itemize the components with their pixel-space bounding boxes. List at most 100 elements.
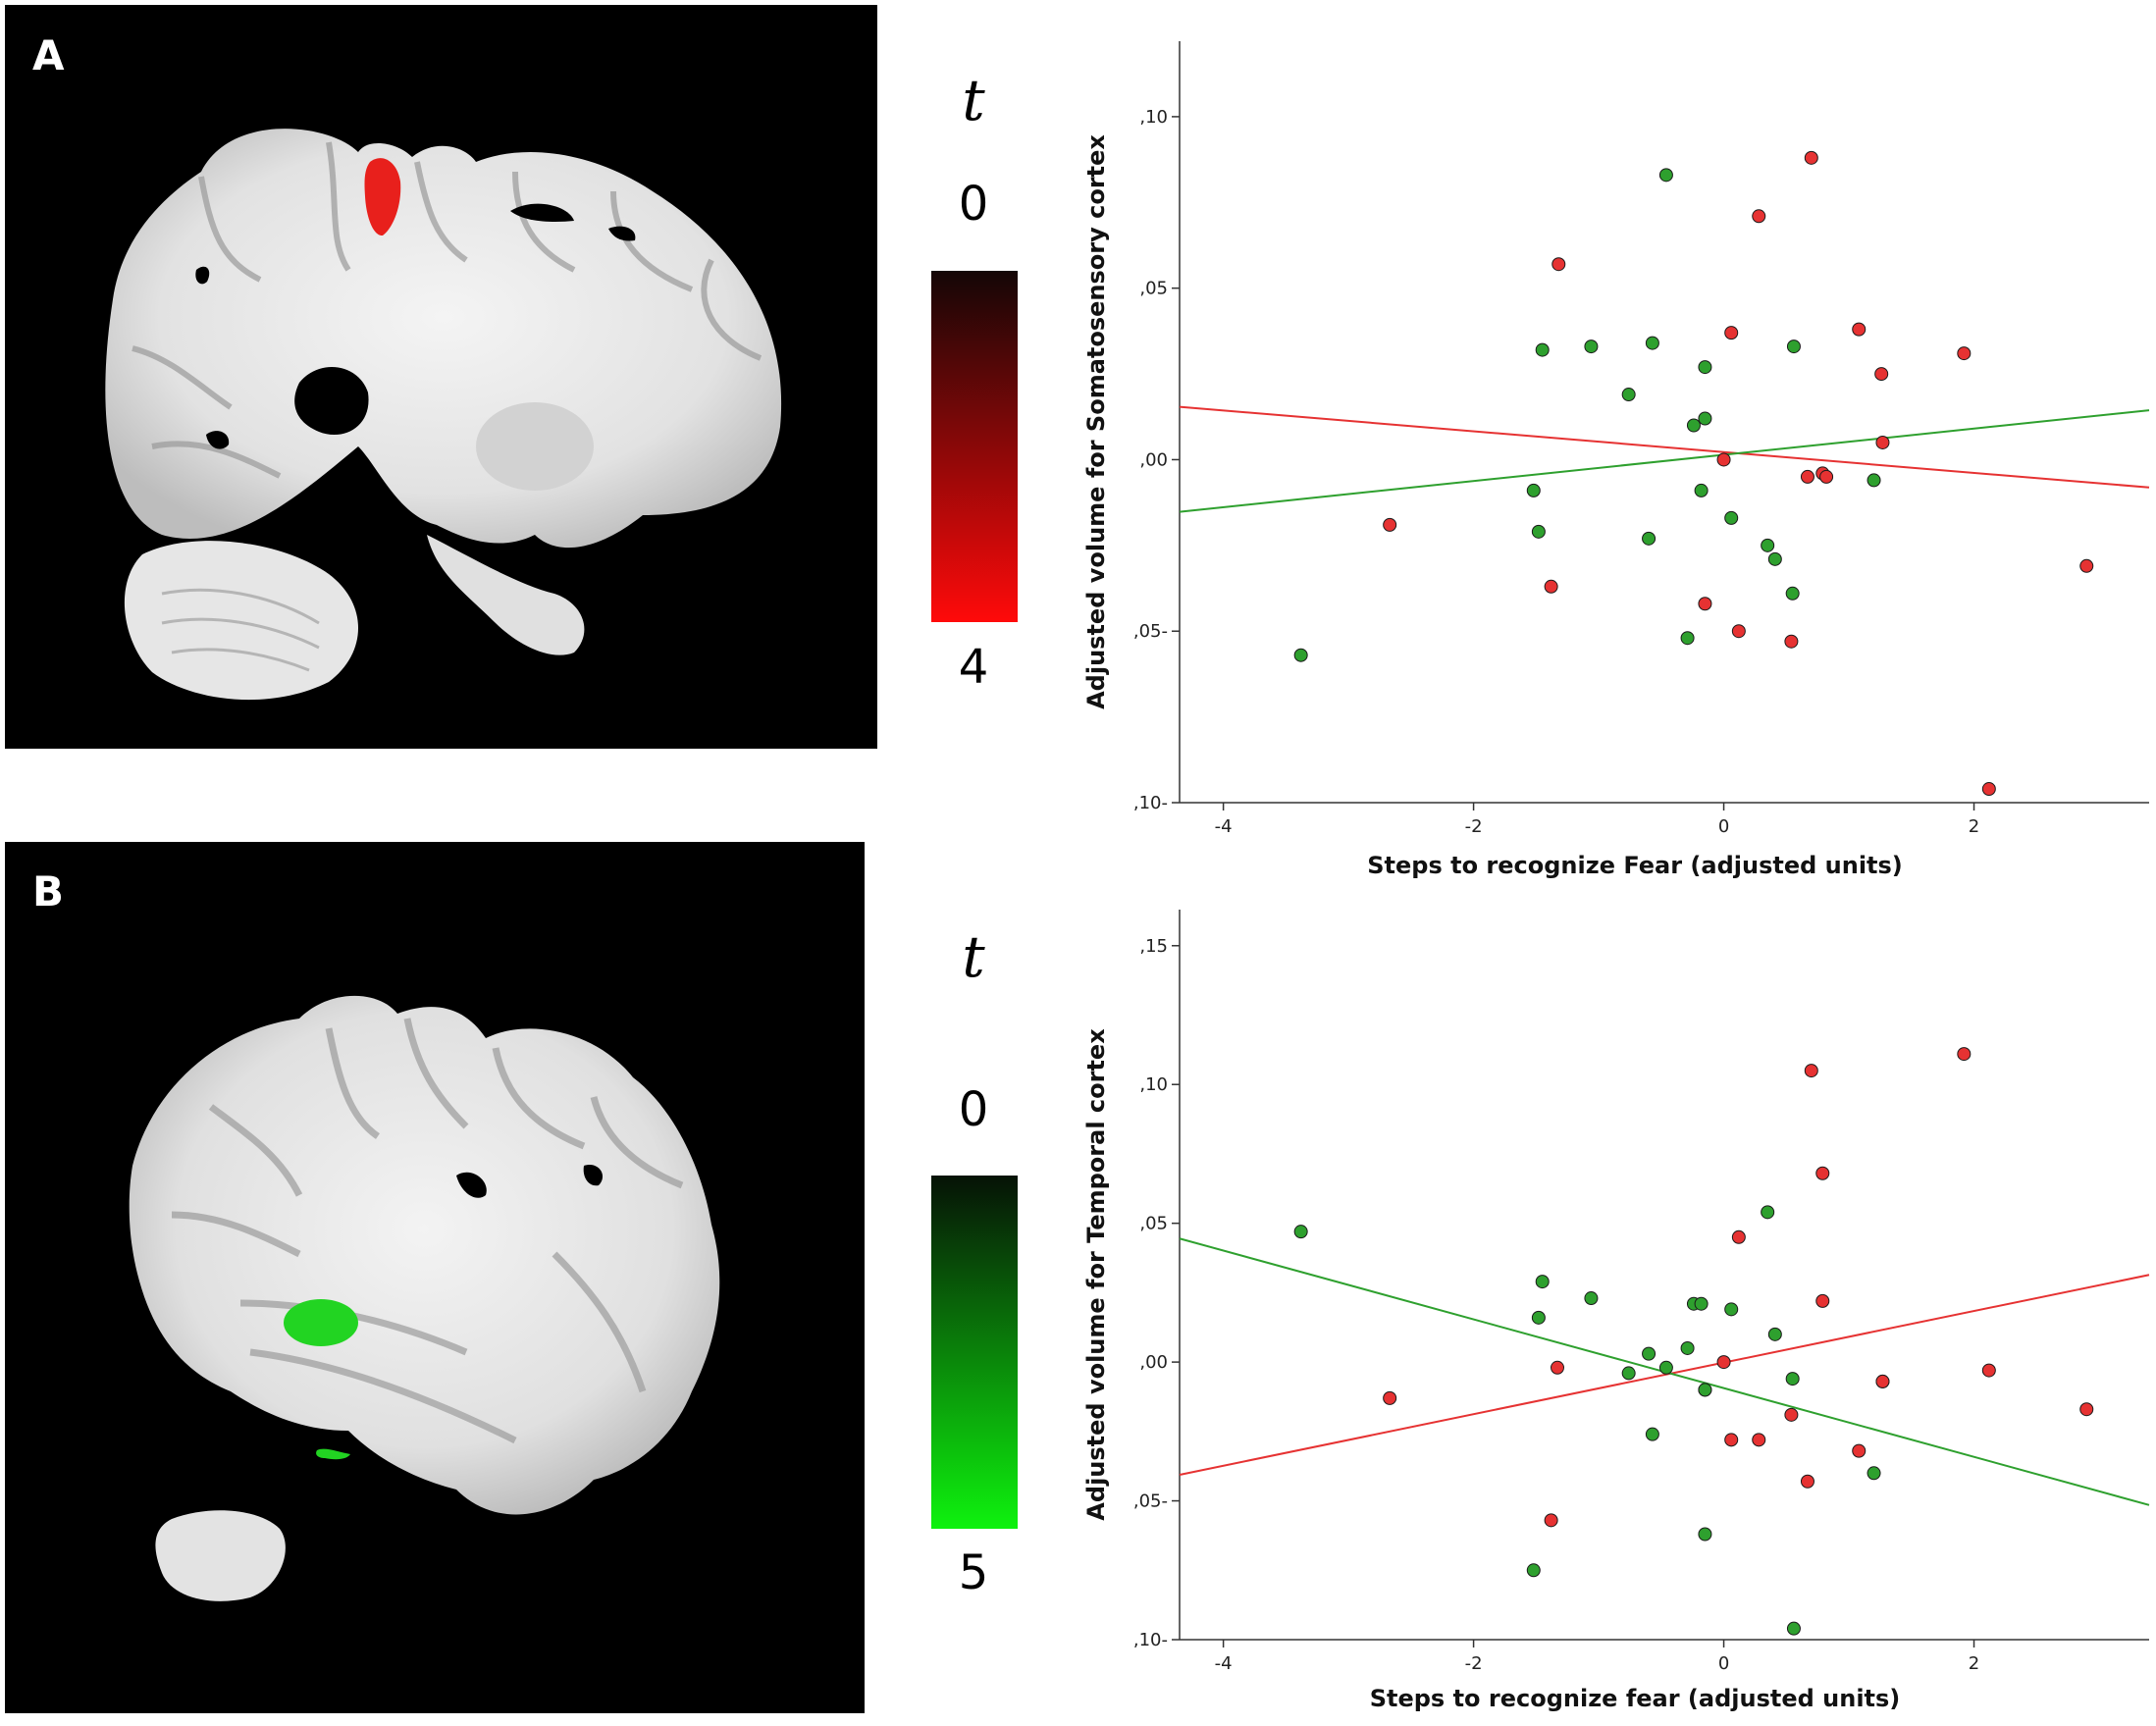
x-tick-label: 2 <box>1969 1653 1979 1674</box>
x-tick-label: -2 <box>1465 1653 1483 1674</box>
data-point-series-1 <box>1785 1372 1800 1386</box>
data-point-series-0 <box>1800 469 1814 484</box>
data-point-series-0 <box>1804 150 1818 165</box>
data-point-series-1 <box>1584 340 1599 354</box>
y-axis-title: Adjusted volume for Temporal cortex <box>1082 1028 1110 1521</box>
data-point-series-0 <box>1724 326 1739 340</box>
cerebellum-shape-b <box>155 1510 286 1601</box>
data-point-series-0 <box>1724 1433 1739 1447</box>
data-point-series-0 <box>1752 209 1766 224</box>
colorbar-a-top-label: 0 <box>958 177 989 232</box>
data-point-series-1 <box>1761 538 1775 552</box>
data-point-series-1 <box>1535 1275 1550 1289</box>
data-point-series-1 <box>1621 1366 1636 1381</box>
data-point-series-0 <box>1731 1229 1746 1244</box>
cerebrum-shape-b <box>129 995 720 1515</box>
data-point-series-0 <box>1544 1513 1558 1528</box>
data-point-series-1 <box>1526 1563 1541 1578</box>
data-point-series-1 <box>1621 388 1636 402</box>
data-point-series-0 <box>1731 624 1746 639</box>
y-tick-label: ,15 <box>1139 936 1168 957</box>
data-point-series-1 <box>1531 1310 1546 1325</box>
data-point-series-1 <box>1767 551 1782 566</box>
scatter-plot-somatosensory: ,10- ,05- ,00 ,05 ,10 -4 -2 0 2 Steps to recogniz… <box>1082 41 2150 879</box>
y-tick-label: ,10- <box>1133 1630 1168 1650</box>
data-point-series-1 <box>1642 531 1656 546</box>
data-point-series-1 <box>1645 1427 1659 1441</box>
data-point-series-1 <box>1767 1327 1782 1341</box>
data-point-series-0 <box>1981 1363 1996 1378</box>
data-point-series-1 <box>1642 1346 1656 1361</box>
data-point-series-0 <box>1957 1047 1972 1062</box>
data-point-series-0 <box>1716 452 1731 467</box>
colorbar-a-bottom-label: 4 <box>958 640 989 695</box>
sagittal-brain-slice-b <box>129 995 720 1601</box>
x-axis-title: Steps to recognize Fear (adjusted units) <box>1367 852 1903 879</box>
data-point-series-1 <box>1293 648 1308 662</box>
data-point-series-0 <box>1551 1360 1565 1375</box>
activation-blob-b-main <box>284 1299 358 1346</box>
data-point-series-1 <box>1645 336 1659 350</box>
data-point-series-0 <box>1784 634 1799 649</box>
data-point-series-1 <box>1584 1291 1599 1306</box>
colorbar-a <box>931 271 1018 622</box>
y-tick-label: ,10 <box>1139 107 1168 128</box>
fit-line-series-0 <box>1179 1274 2150 1476</box>
data-point-series-0 <box>1981 782 1996 797</box>
data-point-series-0 <box>1815 1166 1830 1180</box>
data-point-series-1 <box>1686 418 1701 433</box>
y-tick-label: ,10- <box>1133 793 1168 813</box>
y-tick-label: ,05 <box>1139 279 1168 299</box>
colorbar-b-bottom-label: 5 <box>958 1545 989 1600</box>
x-tick-label: -2 <box>1465 816 1483 837</box>
data-point-series-0 <box>1875 1374 1890 1388</box>
data-point-series-0 <box>2079 1402 2094 1417</box>
data-point-series-1 <box>1698 1527 1712 1542</box>
data-point-series-0 <box>1784 1407 1799 1422</box>
y-tick-label: ,00 <box>1139 1352 1168 1373</box>
colorbar-b-top-label: 0 <box>958 1082 989 1137</box>
y-axis-title: Adjusted volume for Somatosensory cortex <box>1082 134 1110 709</box>
x-tick-label: 2 <box>1969 816 1979 837</box>
data-point-series-1 <box>1694 483 1709 497</box>
data-point-series-1 <box>1526 483 1541 497</box>
sagittal-brain-slice-a <box>105 129 782 701</box>
brain-image-a <box>5 5 877 749</box>
data-point-series-1 <box>1698 411 1712 426</box>
data-point-series-0 <box>1383 1390 1397 1405</box>
data-point-series-0 <box>1800 1474 1814 1489</box>
colorbar-a-symbol: t <box>962 67 985 133</box>
data-point-series-1 <box>1786 340 1801 354</box>
data-point-series-1 <box>1698 1383 1712 1397</box>
data-point-series-1 <box>1867 473 1881 488</box>
data-point-series-0 <box>1752 1433 1766 1447</box>
data-point-series-0 <box>1383 517 1397 532</box>
data-point-series-1 <box>1680 1340 1695 1355</box>
data-point-series-1 <box>1694 1296 1709 1311</box>
y-tick-label: ,05 <box>1139 1214 1168 1234</box>
data-point-series-1 <box>1786 1621 1801 1636</box>
data-point-series-1 <box>1680 631 1695 646</box>
scatter-plot-temporal: ,10- ,05- ,00 ,05 ,10 ,15 -4 -2 0 2 Steps to recog… <box>1082 910 2150 1712</box>
data-point-series-0 <box>1852 322 1867 337</box>
data-point-series-0 <box>1698 597 1712 611</box>
data-point-series-0 <box>1819 469 1834 484</box>
data-point-series-0 <box>1852 1443 1867 1458</box>
brain-image-b <box>5 842 865 1713</box>
fit-line-series-1 <box>1179 409 2150 513</box>
fit-line-series-0 <box>1179 405 2150 489</box>
colorbar-b <box>931 1176 1018 1529</box>
data-point-series-1 <box>1698 360 1712 375</box>
data-point-series-1 <box>1658 168 1673 183</box>
data-point-series-1 <box>1867 1466 1881 1481</box>
y-tick-label: ,05- <box>1133 1491 1168 1512</box>
data-point-series-0 <box>1875 435 1890 449</box>
data-point-series-1 <box>1724 1302 1739 1317</box>
x-tick-label: 0 <box>1718 1653 1729 1674</box>
panel-letter-a: A <box>32 31 65 79</box>
brainstem-shape-a <box>427 535 585 655</box>
x-tick-label: 0 <box>1718 816 1729 837</box>
data-point-series-0 <box>1544 579 1558 594</box>
data-point-series-1 <box>1761 1205 1775 1220</box>
data-point-series-0 <box>1716 1355 1731 1370</box>
